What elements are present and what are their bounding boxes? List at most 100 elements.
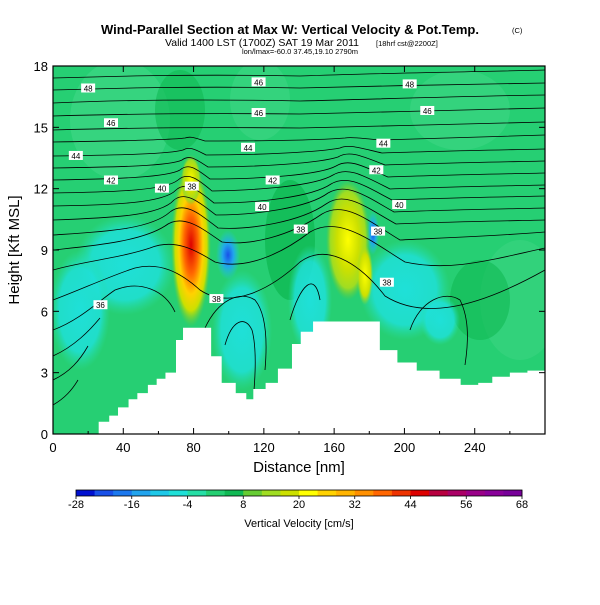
location-note: lon/lmax=-60.0 37.45,19.10 2790m [242, 47, 358, 56]
isentrope-label: 44 [71, 152, 80, 161]
isentrope-label-bg [209, 294, 224, 304]
isentrope-label-bg [241, 142, 256, 152]
isentrope-line [53, 254, 545, 309]
isentrope-label: 36 [96, 301, 105, 310]
isentrope-label-bg [251, 77, 266, 87]
isentrope-line [53, 188, 545, 221]
downdraft-region [212, 270, 272, 390]
isentrope-line [53, 379, 79, 406]
isentrope-label: 46 [254, 78, 263, 87]
isentrope-label-bg [103, 175, 118, 185]
isentrope-label: 40 [395, 201, 404, 210]
isentrope-label: 38 [374, 228, 383, 237]
colorbar-swatch [429, 490, 449, 496]
y-tick-label: 3 [41, 366, 48, 381]
y-tick-label: 6 [41, 304, 48, 319]
isentrope-label-bg [369, 165, 384, 175]
isentrope-line [204, 295, 267, 371]
isentrope-label-bg [379, 277, 394, 287]
isentrope-label: 44 [379, 140, 388, 149]
isentrope-label: 48 [405, 80, 414, 89]
y-tick-label: 0 [41, 427, 48, 442]
colorbar-swatch [168, 490, 188, 496]
isentrope-line [53, 198, 545, 236]
isentrope-line [53, 121, 545, 131]
isentrope-label-bg [103, 118, 118, 128]
isentrope-line [224, 321, 256, 391]
x-tick-label: 40 [116, 440, 130, 455]
isentrope-label: 40 [157, 185, 166, 194]
colorbar-swatch [391, 490, 411, 496]
isentrope-line [409, 295, 468, 366]
downdraft-region [216, 230, 240, 280]
isentrope-label-bg [154, 183, 169, 193]
colorbar-swatch [373, 490, 393, 496]
colorbar-swatch [299, 490, 318, 496]
colorbar-swatch [280, 490, 300, 496]
isentrope-label: 42 [107, 176, 116, 185]
updraft-core [181, 155, 201, 205]
colorbar-swatch [206, 490, 226, 496]
y-tick-label: 9 [41, 243, 48, 258]
isentrope-label: 38 [296, 226, 305, 235]
colorbar-swatch [243, 490, 263, 496]
x-tick-label: 160 [323, 440, 345, 455]
updraft-core [357, 245, 373, 305]
terrain [53, 321, 545, 434]
isentrope-line [53, 134, 545, 143]
isentrope-label-bg [68, 150, 83, 160]
isentrope-label-bg [255, 202, 270, 212]
isentrope-line [53, 226, 545, 271]
isentrope-label: 38 [212, 295, 221, 304]
isentrope-label-bg [293, 224, 308, 234]
isentrope-line [53, 145, 545, 157]
isentrope-label: 46 [107, 119, 116, 128]
isentrope-line [53, 285, 176, 331]
colorbar-swatch [410, 490, 430, 496]
field-band-dark [155, 70, 205, 150]
x-tick-label: 120 [253, 440, 275, 455]
y-tick-label: 15 [34, 120, 48, 135]
colorbar-tick-label: 20 [293, 499, 305, 511]
colorbar-swatch [94, 490, 114, 496]
colorbar-tick-label: 32 [349, 499, 361, 511]
colorbar-swatch [113, 490, 133, 496]
isentrope-label-bg [184, 181, 199, 191]
colorbar: -28 -16 -4 8 20 32 44 56 68 [68, 489, 528, 511]
y-tick-label: 18 [34, 59, 48, 74]
colorbar-tick-label: 68 [516, 499, 528, 511]
isentrope-label-bg [392, 200, 407, 210]
x-axis: 0 40 80 120 160 200 240 [49, 66, 511, 455]
isentrope-line [53, 162, 545, 181]
isentrope-label: 38 [382, 279, 391, 288]
isentrope-label: 46 [254, 109, 263, 118]
isentrope-label-bg [251, 108, 266, 118]
x-tick-label: 200 [394, 440, 416, 455]
isentrope-label-bg [371, 226, 386, 236]
isentrope-label-bg [420, 105, 435, 115]
colorbar-label: Vertical Velocity [cm/s] [244, 518, 353, 530]
isentrope-line [53, 94, 545, 104]
chart-subtitle-tail: [18hrf cst@2200Z] [376, 39, 438, 48]
field-band-light [70, 66, 170, 180]
chart-subtitle: Valid 1400 LST (1700Z) SAT 19 Mar 2011 [165, 37, 359, 49]
y-axis-label: Height [Kft MSL] [6, 195, 23, 304]
isentrope-line [53, 82, 545, 91]
copyright-mark: (C) [512, 26, 523, 35]
isentrope-label-bg [265, 175, 280, 185]
field-band-light [230, 66, 290, 140]
downdraft-region [420, 295, 460, 345]
isentrope-label: 48 [84, 84, 93, 93]
colorbar-tick-label: -28 [68, 499, 84, 511]
colorbar-tick-label: 8 [240, 499, 246, 511]
isentrope-line [53, 107, 545, 117]
isentrope-line [53, 345, 89, 381]
x-tick-label: 240 [464, 440, 486, 455]
colorbar-swatch [150, 490, 170, 496]
colorbar-tick-label: -16 [124, 499, 140, 511]
colorbar-tick-label: 44 [404, 499, 416, 511]
isentrope-label-bg [81, 83, 96, 93]
x-tick-label: 80 [186, 440, 200, 455]
colorbar-tick-label: 56 [460, 499, 472, 511]
